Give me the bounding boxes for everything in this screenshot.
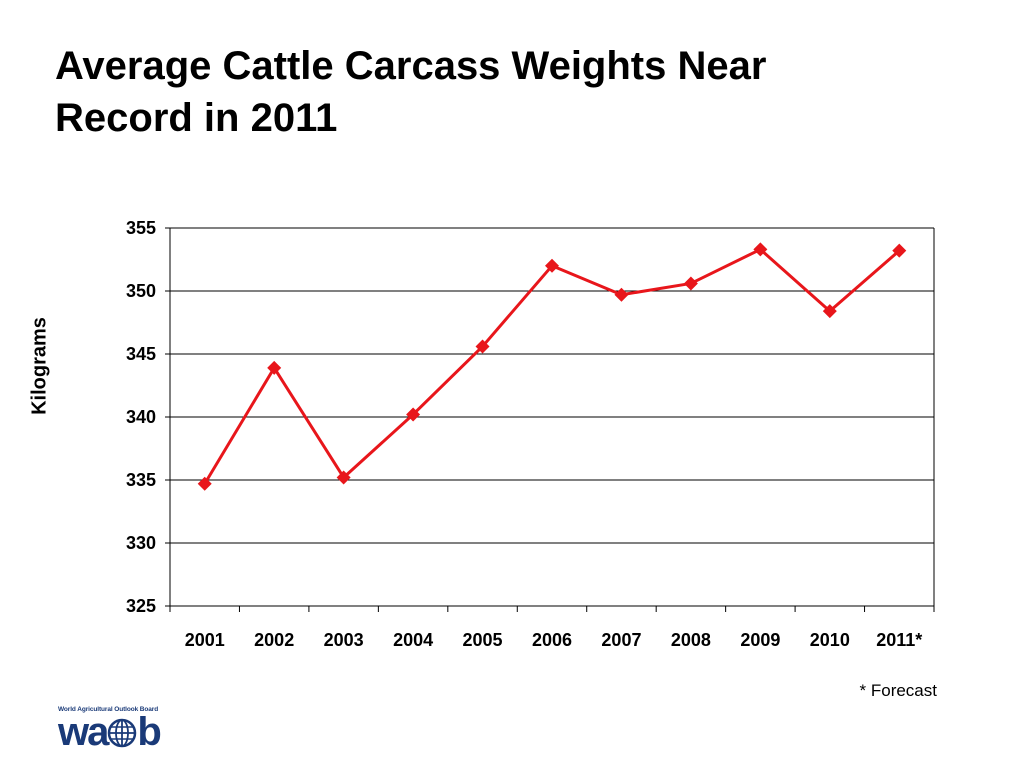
data-point-marker <box>753 242 768 257</box>
x-tick-label: 2010 <box>810 630 850 650</box>
globe-icon <box>108 718 137 748</box>
x-tick-label: 2002 <box>254 630 294 650</box>
data-point-marker <box>683 276 698 291</box>
data-point-marker <box>267 360 282 375</box>
data-point-marker <box>545 258 559 273</box>
y-tick-label: 325 <box>126 596 156 616</box>
forecast-footnote: * Forecast <box>859 681 937 700</box>
slide-title-line-2: Record in 2011 <box>55 96 338 140</box>
data-point-marker <box>822 304 837 319</box>
data-point-marker <box>892 243 907 258</box>
y-tick-label: 340 <box>126 407 156 427</box>
logo-wordmark: wa b <box>58 710 162 754</box>
data-point-marker <box>614 287 629 302</box>
logo-wordmark-right: b <box>137 710 161 754</box>
data-point-marker <box>336 470 351 485</box>
logo-caption: World Agricultural Outlook Board <box>58 706 159 713</box>
slide-title-line-1: Average Cattle Carcass Weights Near <box>55 44 767 88</box>
x-tick-label: 2003 <box>324 630 364 650</box>
data-point-marker <box>197 476 212 491</box>
data-point-marker <box>475 339 490 354</box>
x-tick-label: 2001 <box>185 630 225 650</box>
x-tick-label: 2008 <box>671 630 711 650</box>
logo-wordmark-left: wa <box>58 710 109 754</box>
x-tick-label: 2011* <box>876 630 922 650</box>
waob-logo: World Agricultural Outlook Board wa b <box>58 706 188 754</box>
x-tick-label: 2005 <box>463 630 503 650</box>
x-tick-label: 2007 <box>601 630 641 650</box>
x-tick-label: 2006 <box>532 630 572 650</box>
y-tick-label: 350 <box>126 281 156 301</box>
x-tick-label: 2004 <box>393 630 433 650</box>
y-tick-label: 330 <box>126 533 156 553</box>
slide-title: Average Cattle Carcass Weights Near Reco… <box>55 40 955 144</box>
series-line <box>203 247 901 485</box>
y-tick-label: 355 <box>126 218 156 238</box>
y-axis-label: Kilograms <box>28 317 51 415</box>
y-tick-label: 345 <box>126 344 156 364</box>
y-tick-label: 335 <box>126 470 156 490</box>
x-tick-label: 2009 <box>740 630 780 650</box>
data-point-marker <box>406 407 421 422</box>
